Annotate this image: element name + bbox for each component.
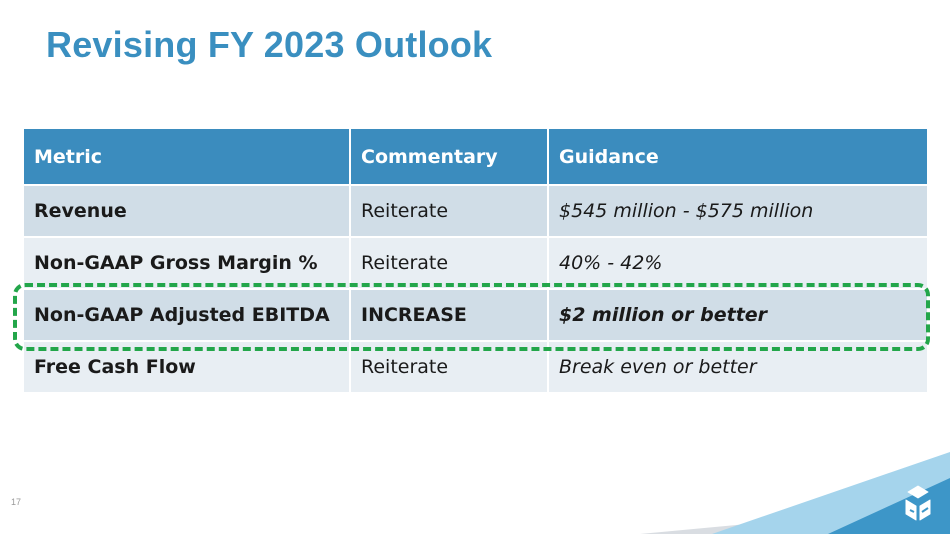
guidance-cell: $2 million or better bbox=[547, 288, 929, 342]
outlook-table: Metric Commentary Guidance Revenue Reite… bbox=[22, 127, 929, 394]
commentary-cell: Reiterate bbox=[349, 236, 549, 290]
table-row-adjusted-ebitda: Non-GAAP Adjusted EBITDA INCREASE $2 mil… bbox=[22, 288, 929, 342]
table-row-gross-margin: Non-GAAP Gross Margin % Reiterate 40% - … bbox=[22, 236, 929, 290]
header-commentary: Commentary bbox=[349, 127, 549, 186]
ebitda-highlight-box bbox=[13, 283, 930, 351]
table-header-row: Metric Commentary Guidance bbox=[22, 127, 929, 186]
page-number: 17 bbox=[11, 497, 22, 507]
commentary-cell: INCREASE bbox=[349, 288, 549, 342]
slide-title: Revising FY 2023 Outlook bbox=[46, 24, 493, 65]
metric-cell: Revenue bbox=[22, 184, 351, 238]
table-row-revenue: Revenue Reiterate $545 million - $575 mi… bbox=[22, 184, 929, 238]
metric-cell: Non-GAAP Adjusted EBITDA bbox=[22, 288, 351, 342]
header-metric: Metric bbox=[22, 127, 351, 186]
header-guidance: Guidance bbox=[547, 127, 929, 186]
metric-cell: Non-GAAP Gross Margin % bbox=[22, 236, 351, 290]
company-logo-icon bbox=[905, 485, 931, 521]
guidance-cell: $545 million - $575 million bbox=[547, 184, 929, 238]
commentary-cell: Reiterate bbox=[349, 184, 549, 238]
guidance-cell: 40% - 42% bbox=[547, 236, 929, 290]
